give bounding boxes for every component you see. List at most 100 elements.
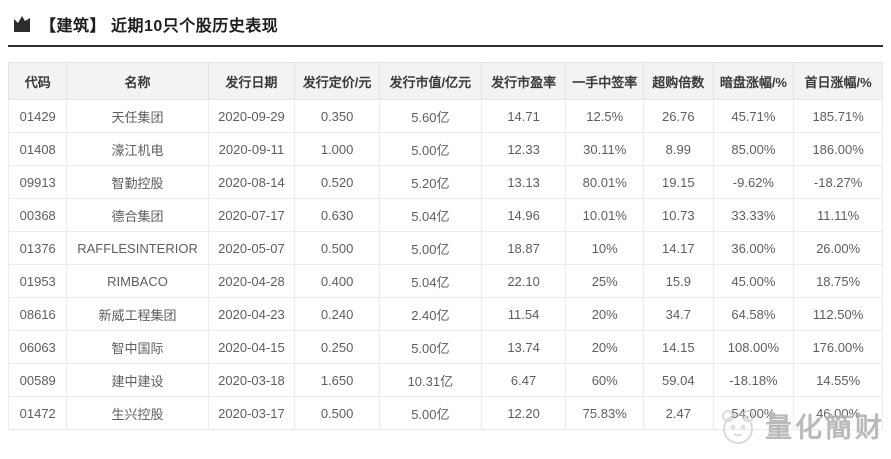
column-header: 一手中签率 bbox=[565, 62, 645, 100]
table-cell: 德合集团 bbox=[66, 198, 209, 232]
table-cell: 10.01% bbox=[565, 198, 645, 232]
table-cell: 5.00亿 bbox=[378, 330, 482, 364]
table-cell: 14.55% bbox=[793, 363, 883, 397]
table-cell: 2020-03-17 bbox=[207, 396, 296, 430]
table-cell: 18.87 bbox=[480, 231, 567, 265]
table-cell: 00589 bbox=[7, 363, 68, 397]
page-title: 【建筑】 近期10只个股历史表现 bbox=[40, 18, 279, 35]
table-row: 09913 智勤控股 2020-08-14 0.520 5.20亿 13.13 80.01%… bbox=[7, 165, 883, 199]
table-cell: 濠江机电 bbox=[66, 132, 209, 166]
table-cell: 智勤控股 bbox=[66, 165, 209, 199]
table-cell: 2020-05-07 bbox=[207, 231, 296, 265]
table-cell: 36.00% bbox=[712, 231, 795, 265]
table-cell: 01376 bbox=[7, 231, 68, 265]
table-cell: 建中建设 bbox=[66, 363, 209, 397]
table-cell: 176.00% bbox=[793, 330, 883, 364]
table-cell: 新威工程集团 bbox=[66, 297, 209, 331]
column-header: 发行定价/元 bbox=[294, 62, 380, 100]
table-cell: 30.11% bbox=[565, 132, 645, 166]
table-cell: 2.40亿 bbox=[378, 297, 482, 331]
table-cell: 46.00% bbox=[793, 396, 883, 430]
table-row: 01429 天任集团 2020-09-29 0.350 5.60亿 14.71 12.5% 2… bbox=[7, 99, 883, 133]
table-cell: 智中国际 bbox=[66, 330, 209, 364]
table-cell: 80.01% bbox=[565, 165, 645, 199]
title-bar: 【建筑】 近期10只个股历史表现 bbox=[0, 0, 891, 36]
table-cell: 0.500 bbox=[294, 396, 380, 430]
table-row: 00368 德合集团 2020-07-17 0.630 5.04亿 14.96 10.01%… bbox=[7, 198, 883, 232]
column-header: 首日涨幅/% bbox=[793, 62, 883, 100]
table-cell: 06063 bbox=[7, 330, 68, 364]
table-cell: 5.00亿 bbox=[378, 231, 482, 265]
table-header-row: 代码 名称 发行日期 发行定价/元 发行市值/亿元 发行市盈率 一手中签率 超购倍数 暗盘涨幅/… bbox=[7, 62, 883, 100]
table-cell: 186.00% bbox=[793, 132, 883, 166]
table-cell: RIMBACO bbox=[66, 264, 209, 298]
table-cell: 108.00% bbox=[712, 330, 795, 364]
table-cell: 5.04亿 bbox=[378, 264, 482, 298]
table-cell: 8.99 bbox=[643, 132, 714, 166]
table-cell: 14.15 bbox=[643, 330, 714, 364]
table-cell: 01953 bbox=[7, 264, 68, 298]
table-cell: 00368 bbox=[7, 198, 68, 232]
table-cell: 01472 bbox=[7, 396, 68, 430]
table-cell: 18.75% bbox=[793, 264, 883, 298]
table-cell: 5.00亿 bbox=[378, 396, 482, 430]
table-cell: 天任集团 bbox=[66, 99, 209, 133]
table-cell: 2020-04-28 bbox=[207, 264, 296, 298]
table-cell: 2020-04-23 bbox=[207, 297, 296, 331]
table-cell: 2020-03-18 bbox=[207, 363, 296, 397]
table-cell: 10.31亿 bbox=[378, 363, 482, 397]
table-cell: 0.400 bbox=[294, 264, 380, 298]
table-cell: 11.11% bbox=[793, 198, 883, 232]
table-cell: 26.00% bbox=[793, 231, 883, 265]
table-cell: 0.350 bbox=[294, 99, 380, 133]
title-divider bbox=[8, 45, 883, 47]
table-cell: 2020-04-15 bbox=[207, 330, 296, 364]
table-cell: 1.650 bbox=[294, 363, 380, 397]
table-cell: 2.47 bbox=[643, 396, 714, 430]
column-header: 发行市盈率 bbox=[480, 62, 567, 100]
table-cell: 22.10 bbox=[480, 264, 567, 298]
column-header: 代码 bbox=[7, 62, 68, 100]
table-row: 01376 RAFFLESINTERIOR 2020-05-07 0.500 5.00亿… bbox=[7, 231, 883, 265]
table-cell: 13.13 bbox=[480, 165, 567, 199]
column-header: 超购倍数 bbox=[643, 62, 714, 100]
table-cell: 34.7 bbox=[643, 297, 714, 331]
table-cell: 08616 bbox=[7, 297, 68, 331]
table-cell: -9.62% bbox=[712, 165, 795, 199]
table-cell: 15.9 bbox=[643, 264, 714, 298]
table-cell: 0.520 bbox=[294, 165, 380, 199]
table-cell: 14.71 bbox=[480, 99, 567, 133]
table-cell: 5.60亿 bbox=[378, 99, 482, 133]
table-cell: 20% bbox=[565, 330, 645, 364]
table-row: 00589 建中建设 2020-03-18 1.650 10.31亿 6.47 60% 59.… bbox=[7, 363, 883, 397]
table-cell: 11.54 bbox=[480, 297, 567, 331]
table-cell: 生兴控股 bbox=[66, 396, 209, 430]
table-row: 08616 新威工程集团 2020-04-23 0.240 2.40亿 11.54 20% 3… bbox=[7, 297, 883, 331]
table-cell: 0.240 bbox=[294, 297, 380, 331]
table-cell: 13.74 bbox=[480, 330, 567, 364]
table-cell: 10% bbox=[565, 231, 645, 265]
table-cell: 09913 bbox=[7, 165, 68, 199]
table-cell: 185.71% bbox=[793, 99, 883, 133]
table-cell: 26.76 bbox=[643, 99, 714, 133]
table-cell: 25% bbox=[565, 264, 645, 298]
column-header: 发行日期 bbox=[207, 62, 296, 100]
table-cell: -18.18% bbox=[712, 363, 795, 397]
table-cell: 10.73 bbox=[643, 198, 714, 232]
table-cell: 33.33% bbox=[712, 198, 795, 232]
table-cell: 14.96 bbox=[480, 198, 567, 232]
table-cell: 0.250 bbox=[294, 330, 380, 364]
table-cell: 19.15 bbox=[643, 165, 714, 199]
table-cell: 5.00亿 bbox=[378, 132, 482, 166]
table-cell: 85.00% bbox=[712, 132, 795, 166]
table-cell: 45.00% bbox=[712, 264, 795, 298]
table-cell: 12.20 bbox=[480, 396, 567, 430]
table-cell: 59.04 bbox=[643, 363, 714, 397]
table-row: 01408 濠江机电 2020-09-11 1.000 5.00亿 12.33 30.11%… bbox=[7, 132, 883, 166]
table-cell: 2020-09-11 bbox=[207, 132, 296, 166]
table-cell: 2020-08-14 bbox=[207, 165, 296, 199]
table-cell: 54.00% bbox=[712, 396, 795, 430]
table-cell: 75.83% bbox=[565, 396, 645, 430]
table-cell: -18.27% bbox=[793, 165, 883, 199]
